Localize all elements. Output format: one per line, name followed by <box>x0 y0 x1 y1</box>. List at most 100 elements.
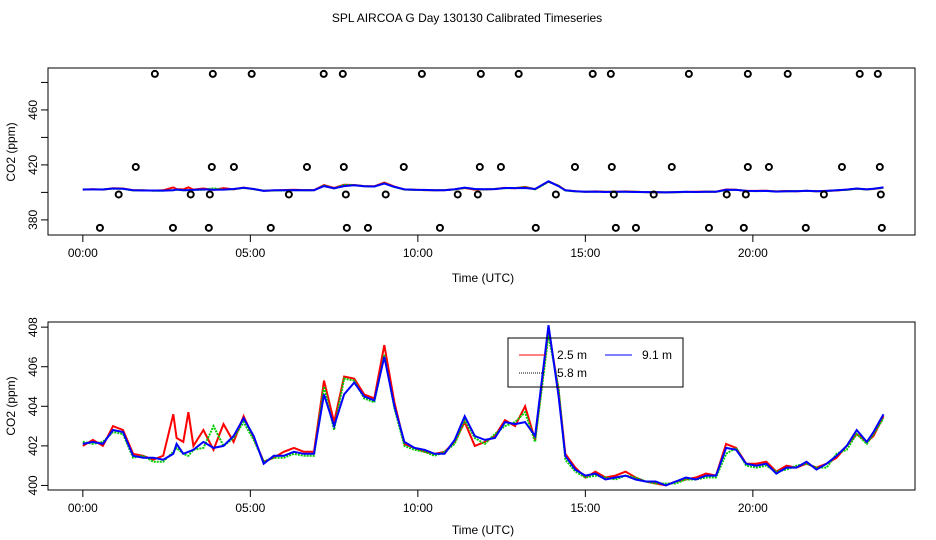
data-point <box>131 162 140 171</box>
data-point <box>207 162 216 171</box>
data-point <box>877 223 886 232</box>
x-tick-label: 15:00 <box>570 501 600 515</box>
panel-top: 00:00 05:00 10:00 15:00 20:00 380 420 460 Time … <box>4 67 916 285</box>
data-point <box>741 190 750 199</box>
legend-label-5-8m: 5.8 m <box>557 366 587 380</box>
x-tick-label: 00:00 <box>68 246 98 260</box>
data-point <box>570 162 579 171</box>
x-tick-label: 20:00 <box>738 246 768 260</box>
data-point <box>150 69 159 78</box>
x-tick-label: 00:00 <box>68 501 98 515</box>
data-point <box>341 190 350 199</box>
data-point <box>876 190 885 199</box>
figure-title: SPL AIRCOA G Day 130130 Calibrated Times… <box>332 11 602 25</box>
y-tick-label: 400 <box>26 475 40 495</box>
data-point <box>473 190 482 199</box>
panel-top-points <box>95 69 886 232</box>
data-point <box>607 162 616 171</box>
data-point <box>514 69 523 78</box>
panel-bottom-xlabel: Time (UTC) <box>452 523 514 537</box>
panel-top-axes: 00:00 05:00 10:00 15:00 20:00 380 420 460 <box>26 81 768 260</box>
data-point <box>649 190 658 199</box>
data-point <box>739 223 748 232</box>
data-point <box>338 69 347 78</box>
data-point <box>204 223 213 232</box>
data-point <box>229 162 238 171</box>
data-point <box>704 223 713 232</box>
series-line-2-5-m <box>82 328 885 487</box>
data-point <box>631 223 640 232</box>
data-point <box>453 190 462 199</box>
panel-bottom-lines <box>82 325 885 487</box>
data-point <box>363 223 372 232</box>
data-point <box>339 162 348 171</box>
data-point <box>764 162 773 171</box>
data-point <box>205 190 214 199</box>
data-point <box>743 69 752 78</box>
data-point <box>319 69 328 78</box>
data-point <box>667 162 676 171</box>
data-point <box>114 190 123 199</box>
panel-top-lines <box>82 180 884 194</box>
data-point <box>247 69 256 78</box>
data-point <box>476 69 485 78</box>
data-point <box>873 69 882 78</box>
x-tick-label: 10:00 <box>403 501 433 515</box>
x-tick-label: 20:00 <box>738 501 768 515</box>
panel-top-frame <box>47 67 916 236</box>
panel-top-ylabel: CO2 (ppm) <box>4 122 18 181</box>
series-line-5-8-m <box>82 334 885 485</box>
y-tick-label: 460 <box>26 100 40 120</box>
panel-bottom-ylabel: CO2 (ppm) <box>4 376 18 435</box>
data-point <box>837 162 846 171</box>
data-point <box>496 162 505 171</box>
data-point <box>611 223 620 232</box>
data-point <box>783 69 792 78</box>
data-point <box>342 223 351 232</box>
data-point <box>381 190 390 199</box>
data-point <box>399 162 408 171</box>
series-line-9-1-m <box>82 325 885 487</box>
panel-bottom-axes: 00:00 05:00 10:00 15:00 20:00 400 402 404 406 408 <box>26 317 768 515</box>
panel-top-xlabel: Time (UTC) <box>452 271 514 285</box>
y-tick-label: 404 <box>26 396 40 416</box>
data-point <box>475 162 484 171</box>
data-point <box>819 190 828 199</box>
data-point <box>743 162 752 171</box>
data-point <box>801 223 810 232</box>
data-point <box>588 69 597 78</box>
data-point <box>606 69 615 78</box>
data-point <box>208 69 217 78</box>
data-point <box>722 190 731 199</box>
legend-label-9-1m: 9.1 m <box>642 348 672 362</box>
data-point <box>302 162 311 171</box>
data-point <box>266 223 275 232</box>
data-point <box>609 190 618 199</box>
data-point <box>875 162 884 171</box>
data-point <box>531 223 540 232</box>
data-point <box>95 223 104 232</box>
panel-bottom: 00:00 05:00 10:00 15:00 20:00 400 402 404 406 408… <box>4 317 916 537</box>
data-point <box>435 223 444 232</box>
x-tick-label: 05:00 <box>235 501 265 515</box>
panel-bottom-frame <box>47 321 916 491</box>
y-tick-label: 408 <box>26 317 40 337</box>
y-tick-label: 420 <box>26 155 40 175</box>
y-tick-label: 402 <box>26 436 40 456</box>
x-tick-label: 10:00 <box>403 246 433 260</box>
y-tick-label: 380 <box>26 210 40 230</box>
legend: 2.5 m 9.1 m 5.8 m <box>507 337 684 388</box>
x-tick-label: 15:00 <box>570 246 600 260</box>
data-point <box>855 69 864 78</box>
data-point <box>417 69 426 78</box>
data-point <box>684 69 693 78</box>
series-line-9-1-m <box>82 180 884 194</box>
x-tick-label: 05:00 <box>235 246 265 260</box>
legend-box <box>507 337 684 388</box>
data-point <box>284 190 293 199</box>
y-tick-label: 406 <box>26 356 40 376</box>
legend-label-2-5m: 2.5 m <box>557 348 587 362</box>
data-point <box>551 190 560 199</box>
data-point <box>168 223 177 232</box>
